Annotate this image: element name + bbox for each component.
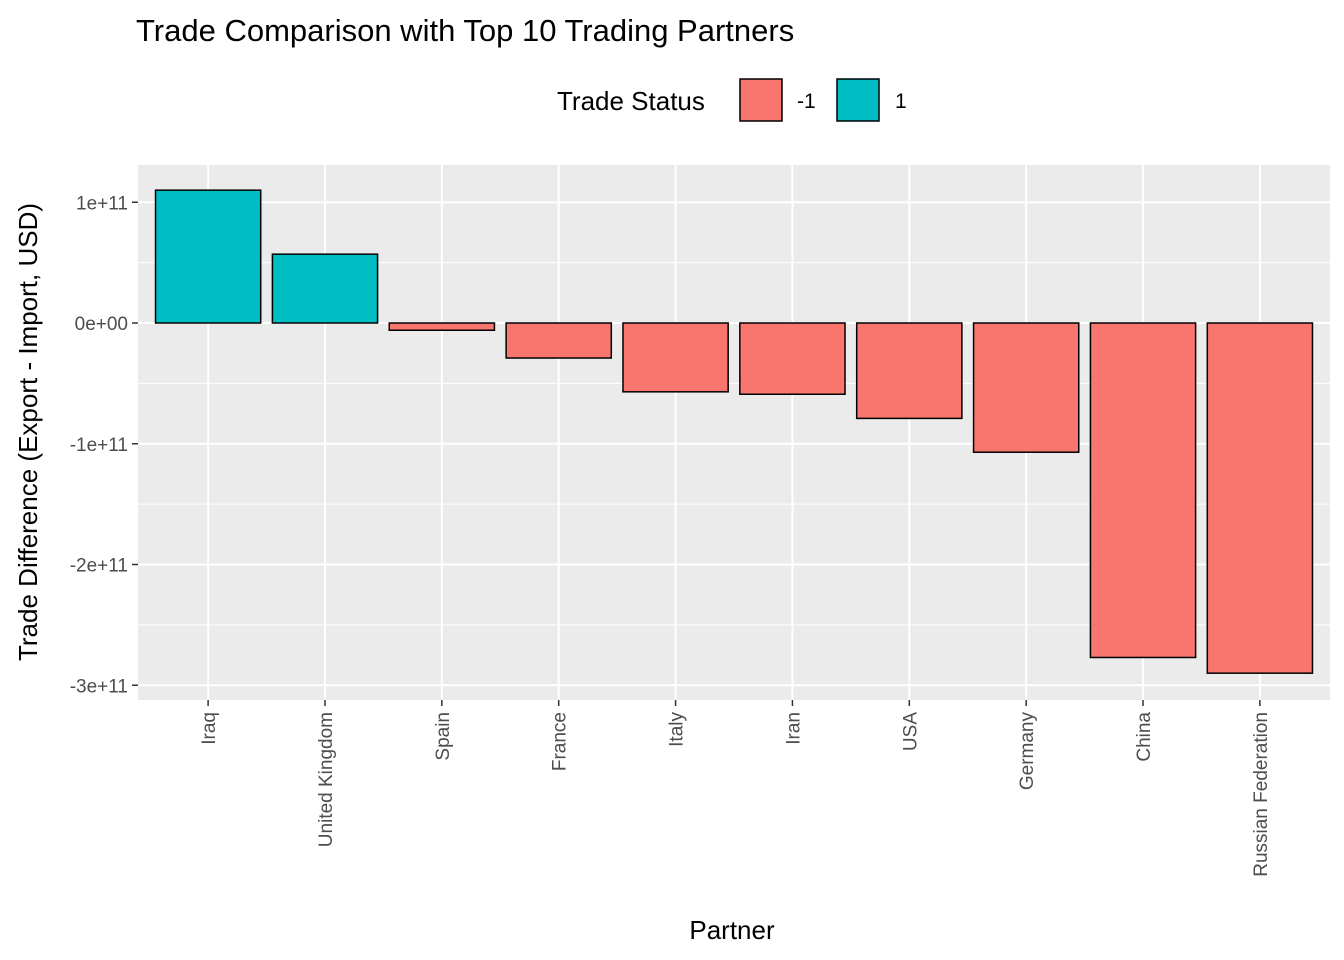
x-tick-label: Spain [433, 712, 454, 761]
y-tick-label: 0e+00 [75, 314, 128, 335]
bar-china [1089, 322, 1197, 659]
bar-usa [855, 322, 963, 420]
x-tick-label: USA [900, 712, 921, 751]
bar-france [505, 322, 613, 359]
x-tick-label: United Kingdom [316, 712, 337, 847]
bar-russian-federation [1206, 322, 1314, 674]
legend-key-positive [836, 78, 880, 122]
bars [154, 189, 1314, 674]
chart-title: Trade Comparison with Top 10 Trading Par… [136, 13, 794, 48]
y-tick-label: -3e+11 [70, 676, 128, 697]
bar-iraq [154, 189, 262, 324]
x-axis: Iraq United Kingdom Spain France Italy Iran US… [199, 700, 1272, 877]
x-axis-title: Partner [689, 915, 775, 945]
y-tick-label: 1e+11 [76, 193, 128, 214]
x-tick-label: Italy [667, 712, 688, 747]
bar-italy [622, 322, 729, 393]
x-tick-label: Iraq [199, 712, 220, 745]
y-axis-title: Trade Difference (Export - Import, USD) [13, 203, 43, 661]
x-tick-label: Germany [1017, 712, 1038, 791]
y-axis: 1e+11 0e+00 -1e+11 -2e+11 -3e+11 [70, 193, 138, 697]
legend-key-negative [739, 78, 783, 122]
y-tick-label: -2e+11 [70, 556, 128, 577]
legend-label-positive: 1 [895, 90, 907, 113]
bar-germany [972, 322, 1080, 453]
x-tick-label: Iran [783, 712, 804, 745]
legend: Trade Status -1 1 [557, 78, 907, 122]
x-tick-label: France [550, 712, 571, 771]
legend-title: Trade Status [557, 86, 705, 116]
y-tick-label: -1e+11 [70, 435, 128, 456]
x-tick-label: China [1134, 712, 1155, 762]
x-tick-label: Russian Federation [1251, 712, 1272, 877]
bar-iran [739, 322, 846, 395]
legend-label-negative: -1 [797, 90, 816, 113]
bar-spain [388, 322, 496, 331]
bar-united-kingdom [271, 253, 379, 324]
